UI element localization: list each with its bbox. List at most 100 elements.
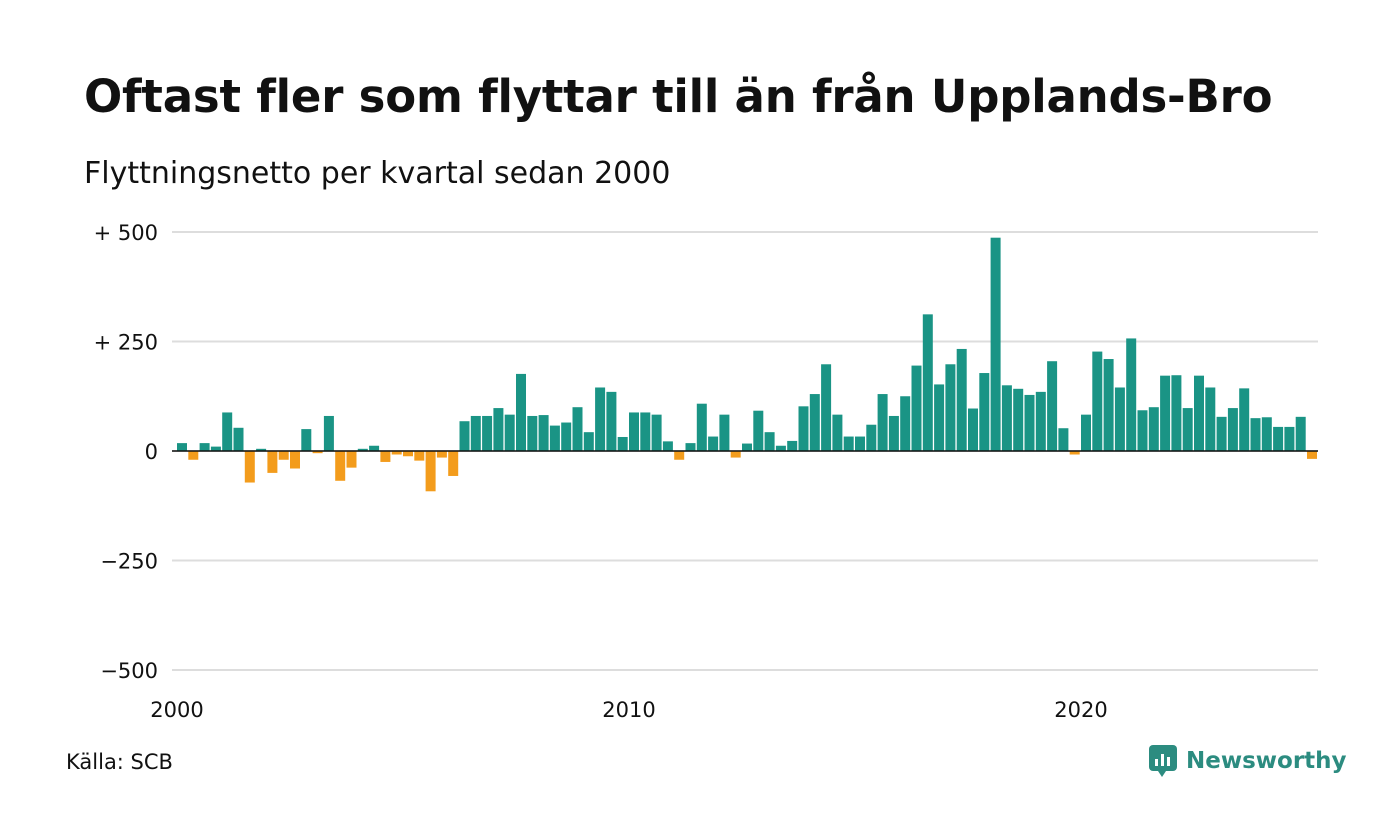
bar bbox=[730, 451, 741, 458]
bar-layer bbox=[177, 237, 1317, 492]
bar bbox=[809, 394, 820, 451]
bar bbox=[742, 443, 752, 451]
bar bbox=[403, 451, 413, 457]
bar bbox=[979, 373, 990, 451]
source-note: Källa: SCB bbox=[66, 750, 173, 774]
bar bbox=[188, 451, 199, 460]
bar bbox=[911, 365, 922, 451]
bar bbox=[482, 415, 493, 451]
bar bbox=[1013, 388, 1024, 451]
bar bbox=[436, 451, 447, 458]
bar bbox=[414, 451, 425, 461]
bar bbox=[346, 451, 357, 468]
bar bbox=[1227, 408, 1238, 451]
bar bbox=[1273, 426, 1284, 451]
bar bbox=[719, 414, 730, 451]
bar bbox=[1047, 361, 1058, 451]
bar bbox=[764, 432, 775, 451]
bar bbox=[651, 414, 662, 451]
bar bbox=[832, 414, 843, 451]
bar bbox=[640, 412, 651, 451]
bar bbox=[843, 436, 854, 451]
brand-logo[interactable]: Newsworthy bbox=[1148, 744, 1347, 778]
bar bbox=[685, 443, 696, 451]
y-tick-label: 0 bbox=[145, 440, 158, 464]
bar bbox=[945, 364, 956, 451]
bar bbox=[1092, 351, 1103, 451]
bar bbox=[357, 448, 368, 451]
x-tick-label: 2000 bbox=[150, 698, 203, 722]
bar bbox=[1069, 451, 1080, 455]
bar bbox=[1024, 394, 1035, 451]
bar bbox=[256, 448, 267, 451]
bar bbox=[527, 415, 538, 451]
bar bbox=[312, 451, 323, 454]
bar bbox=[290, 451, 300, 469]
bar bbox=[674, 451, 685, 460]
bar bbox=[1058, 428, 1069, 451]
bar bbox=[493, 408, 504, 451]
bar bbox=[391, 451, 402, 455]
bar bbox=[1148, 407, 1159, 451]
bar bbox=[1182, 408, 1193, 451]
y-tick-label: + 500 bbox=[94, 221, 158, 245]
bar bbox=[900, 396, 911, 451]
bar bbox=[1171, 375, 1182, 451]
bar bbox=[1239, 388, 1250, 451]
bar bbox=[787, 440, 798, 451]
chart-title: Oftast fler som flyttar till än från Upp… bbox=[84, 70, 1273, 123]
y-tick-label: −500 bbox=[100, 659, 158, 683]
x-tick-label: 2010 bbox=[602, 698, 655, 722]
bar bbox=[753, 410, 764, 451]
net-migration-chart: + 500 + 250 0 −250 −500 2000 2010 2020 bbox=[94, 221, 1318, 722]
bar bbox=[1081, 414, 1091, 451]
bar bbox=[1216, 416, 1227, 451]
chart-subtitle: Flyttningsnetto per kvartal sedan 2000 bbox=[84, 156, 671, 191]
bar bbox=[459, 421, 470, 451]
bar bbox=[888, 415, 899, 451]
bar bbox=[561, 422, 572, 451]
bar bbox=[821, 364, 832, 451]
bar bbox=[617, 436, 628, 451]
bar bbox=[934, 384, 945, 451]
bar bbox=[199, 443, 210, 451]
bar bbox=[538, 415, 549, 451]
bar bbox=[606, 391, 617, 451]
bar bbox=[1284, 426, 1295, 451]
x-tick-label: 2020 bbox=[1054, 698, 1107, 722]
bar bbox=[1194, 375, 1204, 451]
bar bbox=[233, 427, 244, 451]
bar bbox=[855, 436, 865, 451]
bar bbox=[696, 403, 707, 451]
bar bbox=[1160, 375, 1171, 451]
y-tick-label: −250 bbox=[100, 550, 158, 574]
bar bbox=[866, 424, 877, 451]
bar bbox=[775, 445, 786, 451]
bar bbox=[595, 387, 606, 451]
bar bbox=[629, 412, 639, 451]
bar bbox=[425, 451, 436, 492]
bar bbox=[1205, 387, 1216, 451]
bar bbox=[1137, 410, 1148, 451]
bar bbox=[1035, 391, 1046, 451]
bar bbox=[470, 415, 481, 451]
bar bbox=[990, 237, 1001, 451]
bar bbox=[210, 446, 221, 451]
bar bbox=[323, 415, 334, 451]
bar bbox=[177, 443, 187, 451]
bar bbox=[708, 436, 719, 451]
bar bbox=[1250, 418, 1261, 451]
brand-name: Newsworthy bbox=[1186, 748, 1347, 774]
bar bbox=[798, 406, 809, 451]
bar bbox=[1295, 416, 1306, 451]
bar bbox=[504, 414, 515, 451]
bar bbox=[369, 445, 380, 451]
bar bbox=[222, 412, 233, 451]
newsworthy-logo-icon bbox=[1149, 745, 1177, 777]
bar bbox=[877, 394, 888, 451]
bar bbox=[956, 348, 967, 451]
bar bbox=[1261, 417, 1272, 451]
bar bbox=[244, 451, 255, 483]
bar bbox=[267, 451, 278, 473]
bar bbox=[1114, 387, 1125, 451]
